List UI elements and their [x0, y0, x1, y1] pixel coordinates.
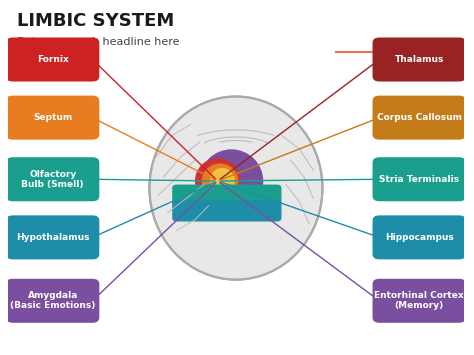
- FancyBboxPatch shape: [373, 279, 466, 323]
- FancyBboxPatch shape: [373, 38, 466, 82]
- FancyBboxPatch shape: [6, 95, 100, 140]
- Text: Hypothalamus: Hypothalamus: [16, 233, 90, 242]
- FancyBboxPatch shape: [373, 215, 466, 260]
- Text: LIMBIC SYSTEM: LIMBIC SYSTEM: [18, 12, 174, 30]
- Text: Stria Terminalis: Stria Terminalis: [379, 175, 459, 184]
- Text: Entorhinal Cortex
(Memory): Entorhinal Cortex (Memory): [374, 291, 464, 311]
- Ellipse shape: [149, 97, 322, 280]
- FancyBboxPatch shape: [6, 157, 100, 201]
- Text: Thalamus: Thalamus: [394, 55, 444, 64]
- FancyBboxPatch shape: [6, 279, 100, 323]
- Text: Septum: Septum: [33, 113, 72, 122]
- Text: Fornix: Fornix: [37, 55, 69, 64]
- Text: Enter your sub headline here: Enter your sub headline here: [18, 37, 180, 47]
- FancyBboxPatch shape: [373, 95, 466, 140]
- FancyBboxPatch shape: [373, 157, 466, 201]
- FancyBboxPatch shape: [172, 185, 282, 206]
- Ellipse shape: [200, 149, 263, 213]
- Text: Olfactory
Bulb (Smell): Olfactory Bulb (Smell): [21, 170, 84, 189]
- Ellipse shape: [210, 168, 235, 194]
- Ellipse shape: [195, 158, 240, 204]
- FancyBboxPatch shape: [6, 38, 100, 82]
- Ellipse shape: [202, 163, 238, 199]
- FancyBboxPatch shape: [172, 200, 282, 222]
- Text: Corpus Callosum: Corpus Callosum: [377, 113, 462, 122]
- Text: Amygdala
(Basic Emotions): Amygdala (Basic Emotions): [10, 291, 95, 311]
- Text: Hippocampus: Hippocampus: [385, 233, 454, 242]
- FancyBboxPatch shape: [6, 215, 100, 260]
